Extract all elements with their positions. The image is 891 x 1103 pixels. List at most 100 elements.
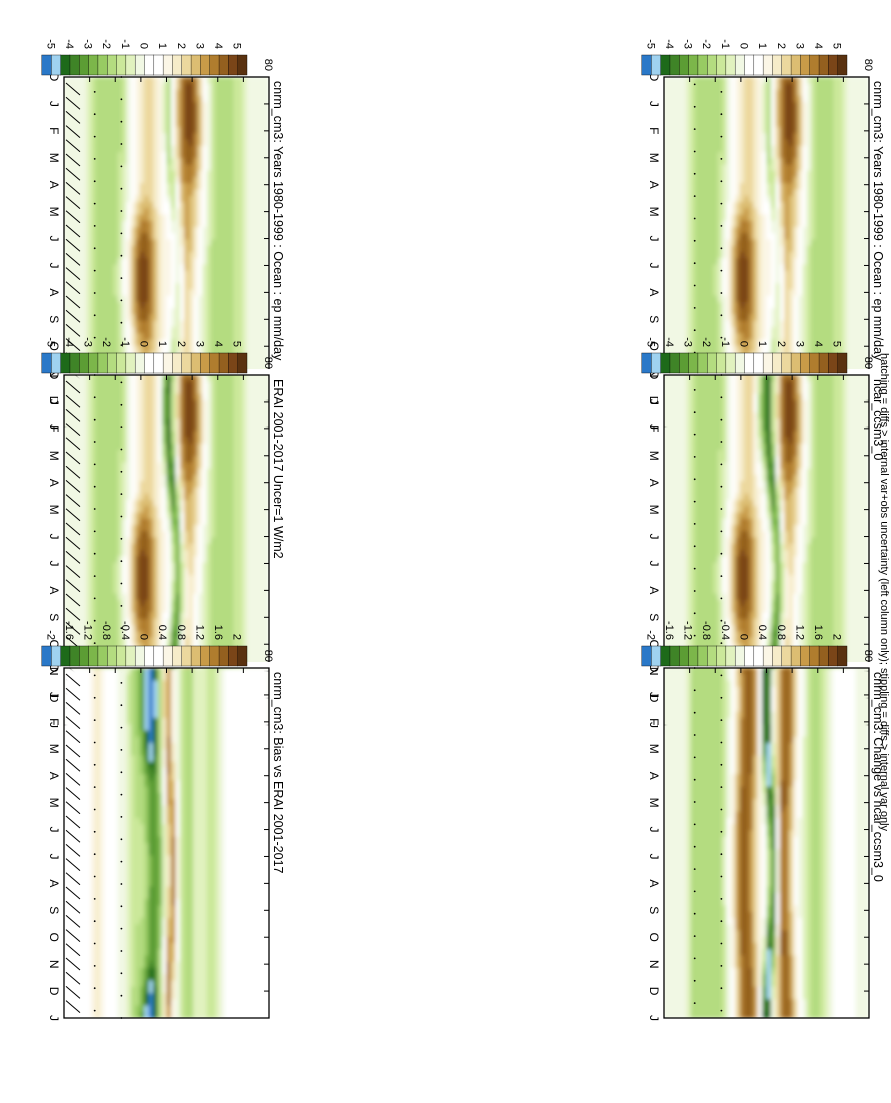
- heatmap-cell: [135, 190, 140, 197]
- heatmap-cell: [104, 133, 109, 140]
- heatmap-cell: [90, 127, 95, 134]
- heatmap-cell: [153, 227, 158, 234]
- heatmap-cell: [219, 265, 224, 272]
- heatmap-cell: [161, 302, 166, 309]
- heatmap-cell: [704, 102, 709, 109]
- heatmap-cell: [193, 83, 198, 90]
- heatmap-cell: [259, 271, 264, 278]
- heatmap-cell: [175, 240, 180, 247]
- heatmap-cell: [251, 115, 256, 122]
- heatmap-cell: [748, 152, 753, 159]
- heatmap-cell: [206, 296, 211, 303]
- heatmap-cell: [99, 90, 104, 97]
- heatmap-cell: [219, 77, 224, 84]
- heatmap-cell: [170, 171, 175, 178]
- heatmap-cell: [219, 108, 224, 115]
- heatmap-cell: [224, 77, 229, 84]
- heatmap-cell: [224, 165, 229, 172]
- colorbar-swatch: [172, 55, 182, 75]
- heatmap-cell: [130, 283, 135, 290]
- heatmap-cell: [99, 321, 104, 328]
- stipple-dot: [121, 322, 123, 324]
- heatmap-cell: [779, 77, 784, 84]
- heatmap-cell: [246, 271, 251, 278]
- heatmap-cell: [206, 190, 211, 197]
- heatmap-cell: [215, 196, 220, 203]
- heatmap-cell: [206, 340, 211, 347]
- heatmap-cell: [202, 208, 207, 215]
- stipple-dot: [121, 98, 123, 100]
- heatmap-cell: [242, 83, 247, 90]
- heatmap-cell: [166, 227, 171, 234]
- heatmap-cell: [802, 127, 807, 134]
- heatmap-cell: [126, 327, 131, 334]
- heatmap-cell: [215, 327, 220, 334]
- heatmap-cell: [210, 177, 215, 184]
- heatmap-cell: [81, 290, 86, 297]
- heatmap-cell: [161, 265, 166, 272]
- heatmap-cell: [184, 202, 189, 209]
- heatmap-cell: [259, 96, 264, 103]
- heatmap-cell: [797, 146, 802, 153]
- heatmap-cell: [237, 327, 242, 334]
- heatmap-cell: [90, 90, 95, 97]
- heatmap-cell: [246, 77, 251, 84]
- heatmap-cell: [224, 333, 229, 340]
- heatmap-cell: [855, 152, 860, 159]
- heatmap-cell: [161, 202, 166, 209]
- heatmap-cell: [170, 315, 175, 322]
- heatmap-cell: [770, 83, 775, 90]
- heatmap-cell: [730, 96, 735, 103]
- heatmap-cell: [224, 277, 229, 284]
- heatmap-cell: [788, 102, 793, 109]
- heatmap-cell: [828, 121, 833, 128]
- heatmap-cell: [179, 327, 184, 334]
- heatmap-cell: [210, 315, 215, 322]
- heatmap-cell: [179, 133, 184, 140]
- heatmap-cell: [68, 277, 73, 284]
- heatmap-cell: [721, 90, 726, 97]
- heatmap-cell: [90, 83, 95, 90]
- heatmap-cell: [259, 240, 264, 247]
- heatmap-cell: [117, 327, 122, 334]
- heatmap-cell: [810, 83, 815, 90]
- heatmap-cell: [121, 115, 126, 122]
- heatmap-cell: [206, 240, 211, 247]
- heatmap-cell: [690, 108, 695, 115]
- heatmap-cell: [161, 196, 166, 203]
- heatmap-cell: [99, 290, 104, 297]
- heatmap-cell: [224, 215, 229, 222]
- heatmap-cell: [672, 115, 677, 122]
- heatmap-cell: [228, 146, 233, 153]
- heatmap-cell: [166, 265, 171, 272]
- stipple-dot: [121, 210, 123, 212]
- heatmap-cell: [68, 90, 73, 97]
- heatmap-cell: [86, 215, 91, 222]
- heatmap-cell: [833, 152, 838, 159]
- heatmap-cell: [802, 140, 807, 147]
- heatmap-cell: [81, 202, 86, 209]
- heatmap-cell: [215, 127, 220, 134]
- heatmap-cell: [735, 83, 740, 90]
- heatmap-cell: [242, 133, 247, 140]
- heatmap-cell: [161, 102, 166, 109]
- heatmap-cell: [170, 90, 175, 97]
- heatmap-cell: [184, 121, 189, 128]
- heatmap-cell: [202, 233, 207, 240]
- heatmap-cell: [179, 333, 184, 340]
- heatmap-cell: [224, 296, 229, 303]
- heatmap-cell: [166, 333, 171, 340]
- heatmap-cell: [681, 77, 686, 84]
- heatmap-cell: [264, 165, 269, 172]
- heatmap-cell: [95, 271, 100, 278]
- heatmap-cell: [117, 177, 122, 184]
- heatmap-cell: [219, 315, 224, 322]
- heatmap-cell: [130, 96, 135, 103]
- heatmap-cell: [206, 196, 211, 203]
- heatmap-cell: [188, 152, 193, 159]
- heatmap-cell: [721, 77, 726, 84]
- heatmap-cell: [161, 177, 166, 184]
- heatmap-cell: [95, 177, 100, 184]
- heatmap-cell: [104, 121, 109, 128]
- colorbar-swatch: [126, 55, 136, 75]
